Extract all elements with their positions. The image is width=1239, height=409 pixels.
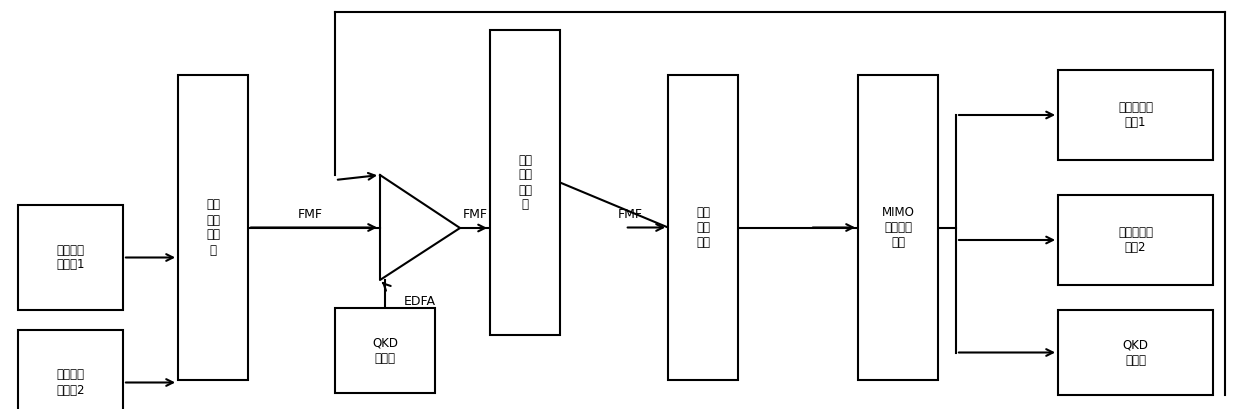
Bar (1058, 70, 1213, 160)
Text: 第一
模式
复用
器: 第一 模式 复用 器 (206, 198, 221, 256)
Bar (1058, 310, 1213, 395)
Text: 经典信号
发送器1: 经典信号 发送器1 (56, 243, 84, 272)
Bar (1058, 195, 1213, 285)
Text: 经典信号
发送器2: 经典信号 发送器2 (56, 369, 84, 396)
Text: 经典信号接
收器1: 经典信号接 收器1 (1118, 101, 1154, 129)
Bar (19, 205, 123, 310)
Text: 模式
解复
用器: 模式 解复 用器 (696, 206, 710, 249)
Text: FMF: FMF (462, 209, 487, 222)
Text: FMF: FMF (297, 209, 322, 222)
Bar (857, 75, 938, 380)
Bar (668, 75, 738, 380)
Text: MIMO
数字信号
处理: MIMO 数字信号 处理 (882, 206, 914, 249)
Bar (335, 308, 435, 393)
Bar (19, 330, 123, 409)
Text: EDFA: EDFA (404, 295, 436, 308)
Text: FMF: FMF (617, 209, 643, 222)
Text: QKD
接收器: QKD 接收器 (1123, 339, 1149, 366)
Bar (178, 75, 248, 380)
Text: 经典信号接
收器2: 经典信号接 收器2 (1118, 226, 1154, 254)
Bar (489, 30, 560, 335)
Text: QKD
发送器: QKD 发送器 (372, 337, 398, 364)
Text: 第二
模式
复用
器: 第二 模式 复用 器 (518, 153, 532, 211)
